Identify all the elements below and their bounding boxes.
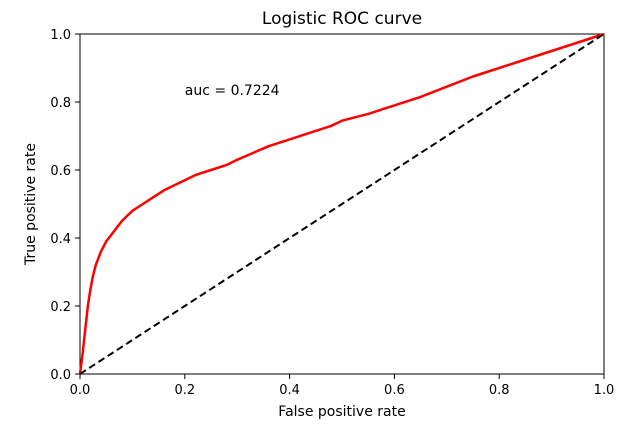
diagonal-reference-line: [79, 33, 605, 375]
y-tick-label: 1.0: [50, 28, 71, 43]
roc-curve-line: [78, 32, 605, 375]
x-axis-label: False positive rate: [278, 404, 405, 420]
chart-title: Logistic ROC curve: [262, 9, 422, 29]
y-tick-label: 0.0: [50, 368, 71, 383]
auc-annotation: auc = 0.7224: [185, 83, 280, 99]
plot-frame: [79, 33, 605, 375]
x-tick-label: 0.4: [279, 383, 300, 398]
y-axis-label: True positive rate: [23, 143, 39, 266]
x-tick-label: 1.0: [594, 383, 615, 398]
y-tick-label: 0.6: [50, 164, 71, 179]
x-tick-label: 0.8: [489, 383, 510, 398]
x-axis-ticks: 0.0 0.2 0.4 0.6 0.8 1.0: [70, 374, 615, 398]
series-layer: [78, 32, 605, 375]
y-tick-label: 0.8: [50, 96, 71, 111]
x-tick-label: 0.6: [384, 383, 405, 398]
y-axis-ticks: 0.0 0.2 0.4 0.6 0.8 1.0: [50, 28, 80, 383]
x-tick-label: 0.2: [174, 383, 195, 398]
y-tick-label: 0.2: [50, 300, 71, 315]
y-tick-label: 0.4: [50, 232, 71, 247]
x-tick-label: 0.0: [70, 383, 91, 398]
